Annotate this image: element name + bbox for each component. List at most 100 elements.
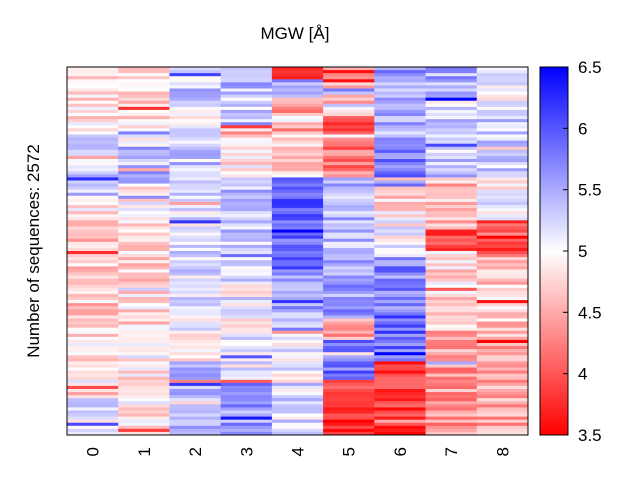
heatmap-cell [220, 149, 273, 154]
heatmap-cell [425, 260, 478, 264]
heatmap-cell [425, 119, 478, 123]
heatmap-cell [374, 312, 427, 316]
heatmap-cell [118, 244, 170, 249]
heatmap-cell [67, 330, 119, 335]
heatmap-cell [169, 303, 222, 307]
heatmap-cell [374, 82, 427, 86]
heatmap-cell [323, 241, 375, 246]
heatmap-cell [220, 159, 273, 163]
heatmap-cell [374, 125, 427, 129]
heatmap-cell [118, 379, 170, 384]
heatmap-cell [220, 428, 273, 433]
heatmap-cell [271, 428, 324, 433]
heatmap-cell [323, 106, 375, 111]
heatmap-cell [220, 272, 273, 277]
heatmap-cell [67, 428, 119, 433]
heatmap-cell [425, 82, 478, 86]
heatmap-cell [476, 128, 528, 132]
heatmap-cell [118, 324, 170, 329]
heatmap-cell [169, 85, 222, 89]
heatmap-cell [476, 263, 528, 267]
heatmap-cell [374, 100, 427, 105]
heatmap-cell [67, 275, 119, 280]
heatmap-cell [169, 349, 222, 353]
heatmap-cell [67, 379, 119, 384]
heatmap-cell [323, 140, 375, 145]
heatmap-cell [169, 211, 222, 215]
heatmap-cell [425, 208, 478, 212]
heatmap-cell [476, 106, 528, 111]
heatmap-cell [271, 85, 324, 89]
heatmap-cell [271, 364, 324, 369]
heatmap-cell [220, 275, 273, 280]
heatmap-cell [476, 318, 528, 323]
heatmap-cell [323, 281, 375, 286]
x-tick-label: 7 [442, 447, 461, 456]
heatmap-cell [323, 235, 375, 240]
heatmap-cell [323, 85, 375, 89]
heatmap-cell [476, 100, 528, 105]
heatmap-cell [476, 266, 528, 270]
heatmap-cell [323, 103, 375, 108]
heatmap-cell [220, 373, 273, 378]
heatmap-cell [169, 223, 222, 227]
heatmap-cell [169, 251, 222, 255]
plot-frame [66, 66, 529, 436]
heatmap-cell [67, 226, 119, 231]
heatmap-cell [374, 284, 427, 289]
heatmap-cell [118, 79, 170, 83]
heatmap-cell [271, 220, 324, 224]
heatmap-cell [374, 352, 427, 356]
heatmap-cell [425, 223, 478, 227]
heatmap-cell [67, 321, 119, 326]
heatmap-cell [323, 91, 375, 96]
heatmap-cell [118, 97, 170, 102]
heatmap-cell [169, 155, 222, 160]
heatmap-cell [220, 247, 273, 252]
heatmap-cell [374, 306, 427, 310]
heatmap-cell [220, 76, 273, 80]
heatmap-cell [118, 174, 170, 178]
heatmap-cell [271, 94, 324, 99]
heatmap-cell [425, 220, 478, 224]
heatmap-cell [67, 106, 119, 111]
heatmap-cell [476, 346, 528, 350]
heatmap-cell [476, 208, 528, 212]
heatmap-cell [118, 272, 170, 277]
heatmap-cell [169, 293, 222, 298]
heatmap-cell [169, 333, 222, 338]
heatmap-cell [425, 333, 478, 338]
heatmap-cell [425, 113, 478, 117]
heatmap-cell [271, 361, 324, 365]
heatmap-cell [374, 103, 427, 108]
heatmap-cell [169, 263, 222, 267]
heatmap-cell [67, 425, 119, 430]
heatmap-cell [425, 407, 478, 411]
heatmap-cell [169, 355, 222, 359]
heatmap-cell [169, 103, 222, 108]
heatmap-cell [425, 395, 478, 399]
heatmap-cell [374, 134, 427, 139]
heatmap-cell [169, 364, 222, 369]
heatmap-cell [476, 122, 528, 126]
heatmap-cell [118, 309, 170, 313]
heatmap-cell [476, 404, 528, 408]
heatmap-cell [118, 189, 170, 194]
heatmap-cell [374, 346, 427, 350]
heatmap-cell [67, 116, 119, 120]
heatmap-cell [323, 269, 375, 273]
heatmap-cell [271, 180, 324, 185]
heatmap-cell [169, 241, 222, 246]
heatmap-cell [374, 330, 427, 335]
heatmap-cell [323, 201, 375, 206]
heatmap-cell [169, 272, 222, 277]
heatmap-cell [67, 324, 119, 329]
heatmap-cell [169, 392, 222, 396]
heatmap-cell [118, 159, 170, 163]
heatmap-cell [425, 392, 478, 396]
heatmap-cell [476, 385, 528, 390]
heatmap-cell [323, 287, 375, 292]
heatmap-cell [476, 140, 528, 145]
heatmap-cell [476, 143, 528, 148]
